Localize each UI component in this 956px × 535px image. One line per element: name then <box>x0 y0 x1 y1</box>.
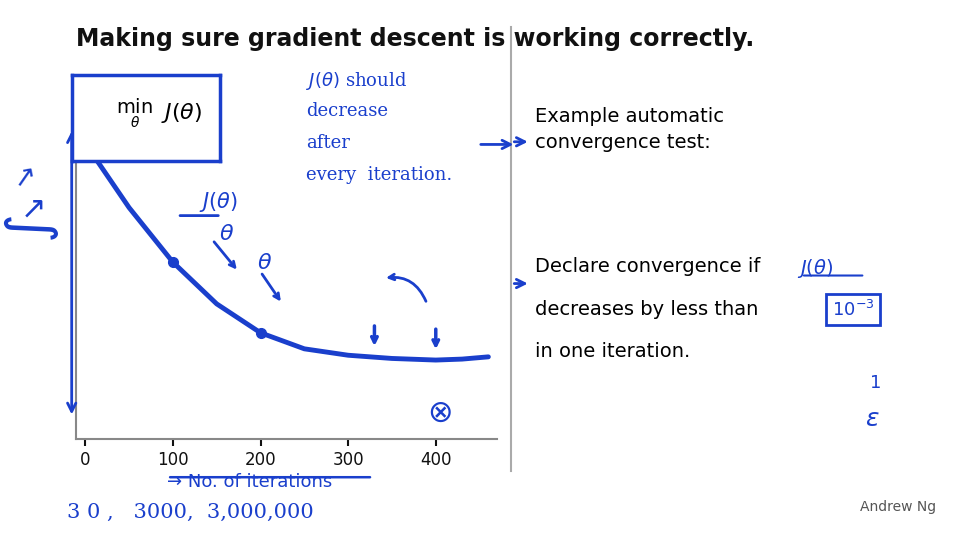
Text: ⊗: ⊗ <box>427 399 453 427</box>
Text: $\it{J}(\theta)$: $\it{J}(\theta)$ <box>199 189 238 213</box>
Text: decreases by less than: decreases by less than <box>535 300 759 319</box>
Text: in one iteration.: in one iteration. <box>535 342 690 362</box>
Text: $\mathit{J}(\theta)$ should: $\mathit{J}(\theta)$ should <box>306 70 407 91</box>
Text: ε: ε <box>865 407 879 431</box>
Text: every  iteration.: every iteration. <box>306 166 452 184</box>
Text: $\min_{\theta}$: $\min_{\theta}$ <box>116 97 153 130</box>
Text: $\theta$: $\theta$ <box>257 253 272 272</box>
Text: ↗: ↗ <box>10 160 38 193</box>
Text: $J(\theta)$: $J(\theta)$ <box>797 257 834 280</box>
Text: decrease: decrease <box>306 102 388 120</box>
Text: Making sure gradient descent is working correctly.: Making sure gradient descent is working … <box>76 27 754 51</box>
Text: ∫: ∫ <box>2 210 55 239</box>
Text: 3 0 ,   3000,  3,000,000: 3 0 , 3000, 3,000,000 <box>67 503 314 522</box>
Text: ↗: ↗ <box>21 194 46 223</box>
Text: $\theta$: $\theta$ <box>219 224 234 243</box>
Text: Andrew Ng: Andrew Ng <box>860 500 937 514</box>
Text: $J(\theta)$: $J(\theta)$ <box>161 102 202 125</box>
Text: → No. of iterations: → No. of iterations <box>167 473 333 492</box>
Text: Example automatic
convergence test:: Example automatic convergence test: <box>535 107 725 152</box>
Text: $10^{-3}$: $10^{-3}$ <box>832 300 875 320</box>
Text: Declare convergence if: Declare convergence if <box>535 257 767 276</box>
Text: after: after <box>306 134 350 152</box>
Text: 1: 1 <box>870 374 881 393</box>
